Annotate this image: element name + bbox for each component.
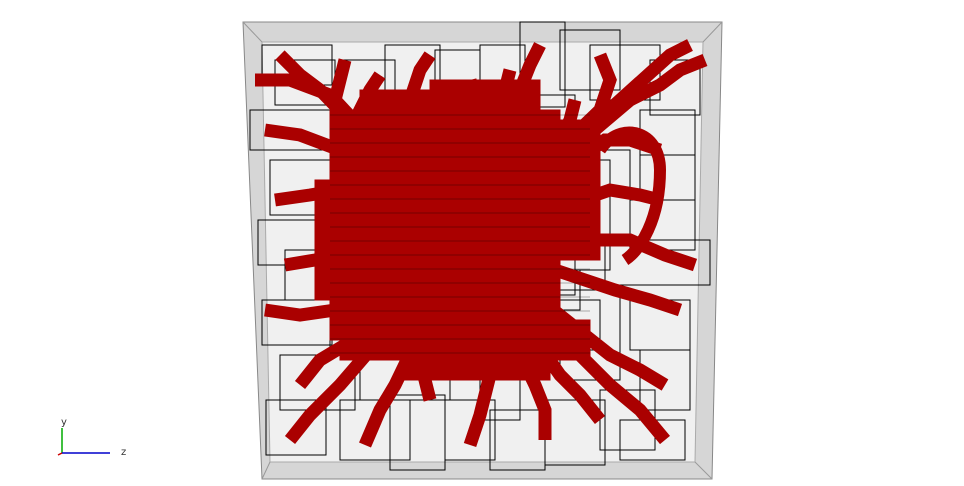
structure-branch xyxy=(534,52,617,174)
structure-branch xyxy=(283,241,398,272)
structure-branch xyxy=(573,39,693,144)
y-axis-label: y xyxy=(61,417,67,428)
structure-branch xyxy=(463,78,482,164)
structure-branch xyxy=(489,42,546,160)
structure-branch xyxy=(352,71,413,173)
structure-branch xyxy=(274,183,399,219)
structure-branch xyxy=(540,298,669,391)
structure-branch xyxy=(511,310,606,425)
red-branching-structure xyxy=(255,39,708,448)
structure-branch xyxy=(545,261,683,317)
structure-branch xyxy=(540,315,670,445)
structure-branch xyxy=(497,316,552,440)
structure-branch xyxy=(480,68,517,160)
z-axis-label: z xyxy=(121,447,126,458)
structure-branch xyxy=(284,315,402,445)
structure-branch xyxy=(264,123,401,196)
structure-branch xyxy=(463,313,497,448)
structure-curl xyxy=(595,126,667,265)
axes-triad: y z xyxy=(57,417,126,458)
structure-branch xyxy=(542,183,662,219)
structure-branch xyxy=(555,233,698,272)
structure-branch xyxy=(327,58,399,168)
structure-branch xyxy=(403,51,441,166)
structure-branch xyxy=(264,272,397,322)
core-wire-overlay xyxy=(330,114,590,354)
structure-branch xyxy=(413,303,447,402)
x-axis-line xyxy=(57,452,63,456)
structure-branch xyxy=(359,316,433,448)
structure-core-block xyxy=(314,179,346,301)
structure-branch xyxy=(294,292,404,390)
structure-branch xyxy=(512,98,582,190)
